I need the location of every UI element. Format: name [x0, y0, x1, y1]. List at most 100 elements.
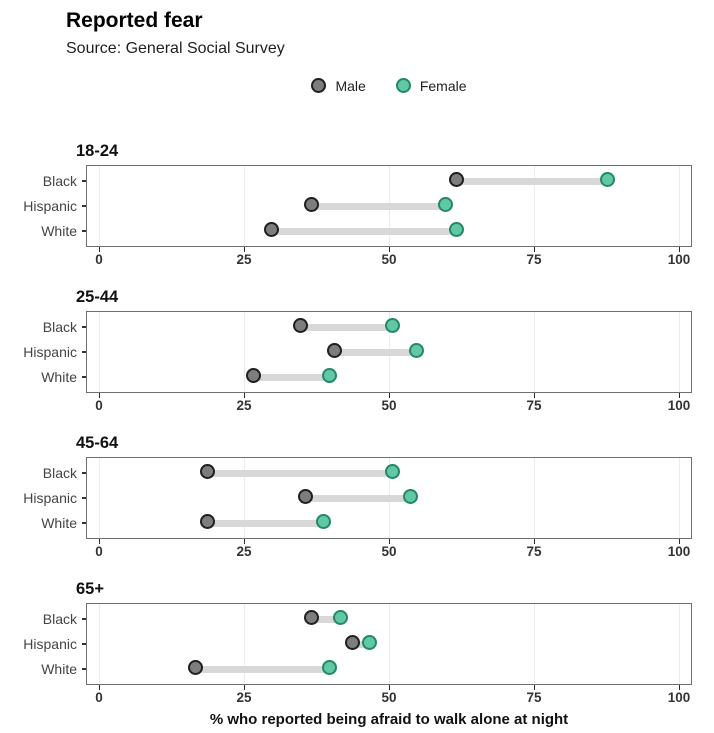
- x-tick-mark: [388, 247, 390, 252]
- male-dot: [298, 488, 314, 504]
- gridline: [243, 312, 245, 392]
- gridline: [533, 458, 535, 538]
- range-segment: [197, 665, 331, 673]
- male-dot: [304, 609, 320, 625]
- range-segment: [273, 227, 459, 235]
- y-tick-mark: [82, 497, 86, 499]
- category-label: Hispanic: [23, 490, 77, 506]
- female-swatch-icon: [395, 78, 411, 93]
- range-segment: [209, 519, 326, 527]
- x-tick-mark: [533, 393, 535, 398]
- y-axis-labels: Black Hispanic White: [0, 457, 86, 539]
- y-tick-mark: [82, 205, 86, 207]
- x-tick-mark: [533, 685, 535, 690]
- panels: 18-24 Black Hispanic White 0 25 50 75 100 25-44 Bl…: [0, 141, 714, 709]
- x-tick-mark: [533, 247, 535, 252]
- male-dot: [188, 659, 204, 675]
- gridline: [678, 604, 680, 684]
- female-dot: [321, 367, 337, 383]
- gridline: [98, 166, 100, 246]
- x-tick-label: 100: [667, 690, 691, 705]
- female-dot: [362, 634, 378, 650]
- range-segment: [458, 177, 610, 185]
- female-dot: [385, 463, 401, 479]
- x-tick-mark: [388, 539, 390, 544]
- legend-label-female: Female: [419, 77, 467, 94]
- x-tick-label: 0: [95, 690, 103, 705]
- x-tick-label: 75: [526, 690, 542, 705]
- x-tick-label: 50: [381, 252, 397, 267]
- y-tick-mark: [82, 326, 86, 328]
- gridline: [678, 458, 680, 538]
- x-tick-label: 100: [667, 544, 691, 559]
- x-tick-label: 25: [236, 398, 252, 413]
- female-dot: [321, 659, 337, 675]
- x-tick-mark: [678, 247, 680, 252]
- x-tick-mark: [678, 539, 680, 544]
- gridline: [243, 166, 245, 246]
- panel-body: Black Hispanic White: [0, 603, 714, 685]
- chart-header: Reported fear Source: General Social Sur…: [0, 0, 714, 60]
- y-tick-mark: [82, 230, 86, 232]
- plot-area: [86, 165, 692, 247]
- y-axis-labels: Black Hispanic White: [0, 165, 86, 247]
- y-tick-mark: [82, 351, 86, 353]
- x-tick-mark: [243, 685, 245, 690]
- gridline: [243, 604, 245, 684]
- panel-45-64: 45-64 Black Hispanic White 0 25 50 75 100: [0, 433, 714, 563]
- panel-title: 65+: [76, 580, 104, 598]
- x-tick-mark: [388, 393, 390, 398]
- male-dot: [246, 367, 262, 383]
- x-tick-label: 100: [667, 252, 691, 267]
- legend-item-male: Male: [311, 78, 366, 94]
- gridline: [533, 166, 535, 246]
- x-tick-mark: [243, 393, 245, 398]
- panel-body: Black Hispanic White: [0, 165, 714, 247]
- range-segment: [209, 469, 395, 477]
- panel-title: 45-64: [76, 434, 119, 452]
- male-dot: [304, 196, 320, 212]
- female-dot: [437, 196, 453, 212]
- category-label: Hispanic: [23, 636, 77, 652]
- category-label: White: [41, 369, 77, 385]
- panel-title: 18-24: [76, 142, 119, 160]
- x-tick-mark: [98, 685, 100, 690]
- range-segment: [313, 615, 343, 623]
- y-tick-mark: [82, 643, 86, 645]
- category-label: White: [41, 661, 77, 677]
- y-tick-mark: [82, 472, 86, 474]
- x-tick-label: 25: [236, 544, 252, 559]
- male-dot: [449, 171, 465, 187]
- y-tick-mark: [82, 668, 86, 670]
- x-tick-label: 0: [95, 398, 103, 413]
- x-tick-mark: [678, 685, 680, 690]
- range-segment: [307, 494, 413, 502]
- male-swatch-icon: [311, 78, 327, 93]
- female-dot: [333, 609, 349, 625]
- range-segment: [313, 202, 447, 210]
- female-dot: [315, 513, 331, 529]
- male-dot: [327, 342, 343, 358]
- x-tick-label: 0: [95, 252, 103, 267]
- x-tick-label: 100: [667, 398, 691, 413]
- category-label: White: [41, 515, 77, 531]
- y-tick-mark: [82, 522, 86, 524]
- male-dot: [199, 463, 215, 479]
- gridline: [533, 312, 535, 392]
- x-axis: 0 25 50 75 100: [86, 539, 692, 563]
- x-tick-mark: [243, 539, 245, 544]
- y-tick-mark: [82, 376, 86, 378]
- legend: Male Female: [86, 76, 692, 95]
- category-label: Black: [42, 611, 77, 627]
- range-segment: [336, 348, 418, 356]
- female-dot: [408, 342, 424, 358]
- panel-title: 25-44: [76, 288, 119, 306]
- x-tick-label: 0: [95, 544, 103, 559]
- female-dot: [385, 317, 401, 333]
- x-axis: 0 25 50 75 100: [86, 685, 692, 709]
- category-label: Black: [42, 319, 77, 335]
- male-dot: [292, 317, 308, 333]
- y-axis-labels: Black Hispanic White: [0, 603, 86, 685]
- x-tick-mark: [98, 539, 100, 544]
- chart-subtitle: Source: General Social Survey: [66, 40, 285, 57]
